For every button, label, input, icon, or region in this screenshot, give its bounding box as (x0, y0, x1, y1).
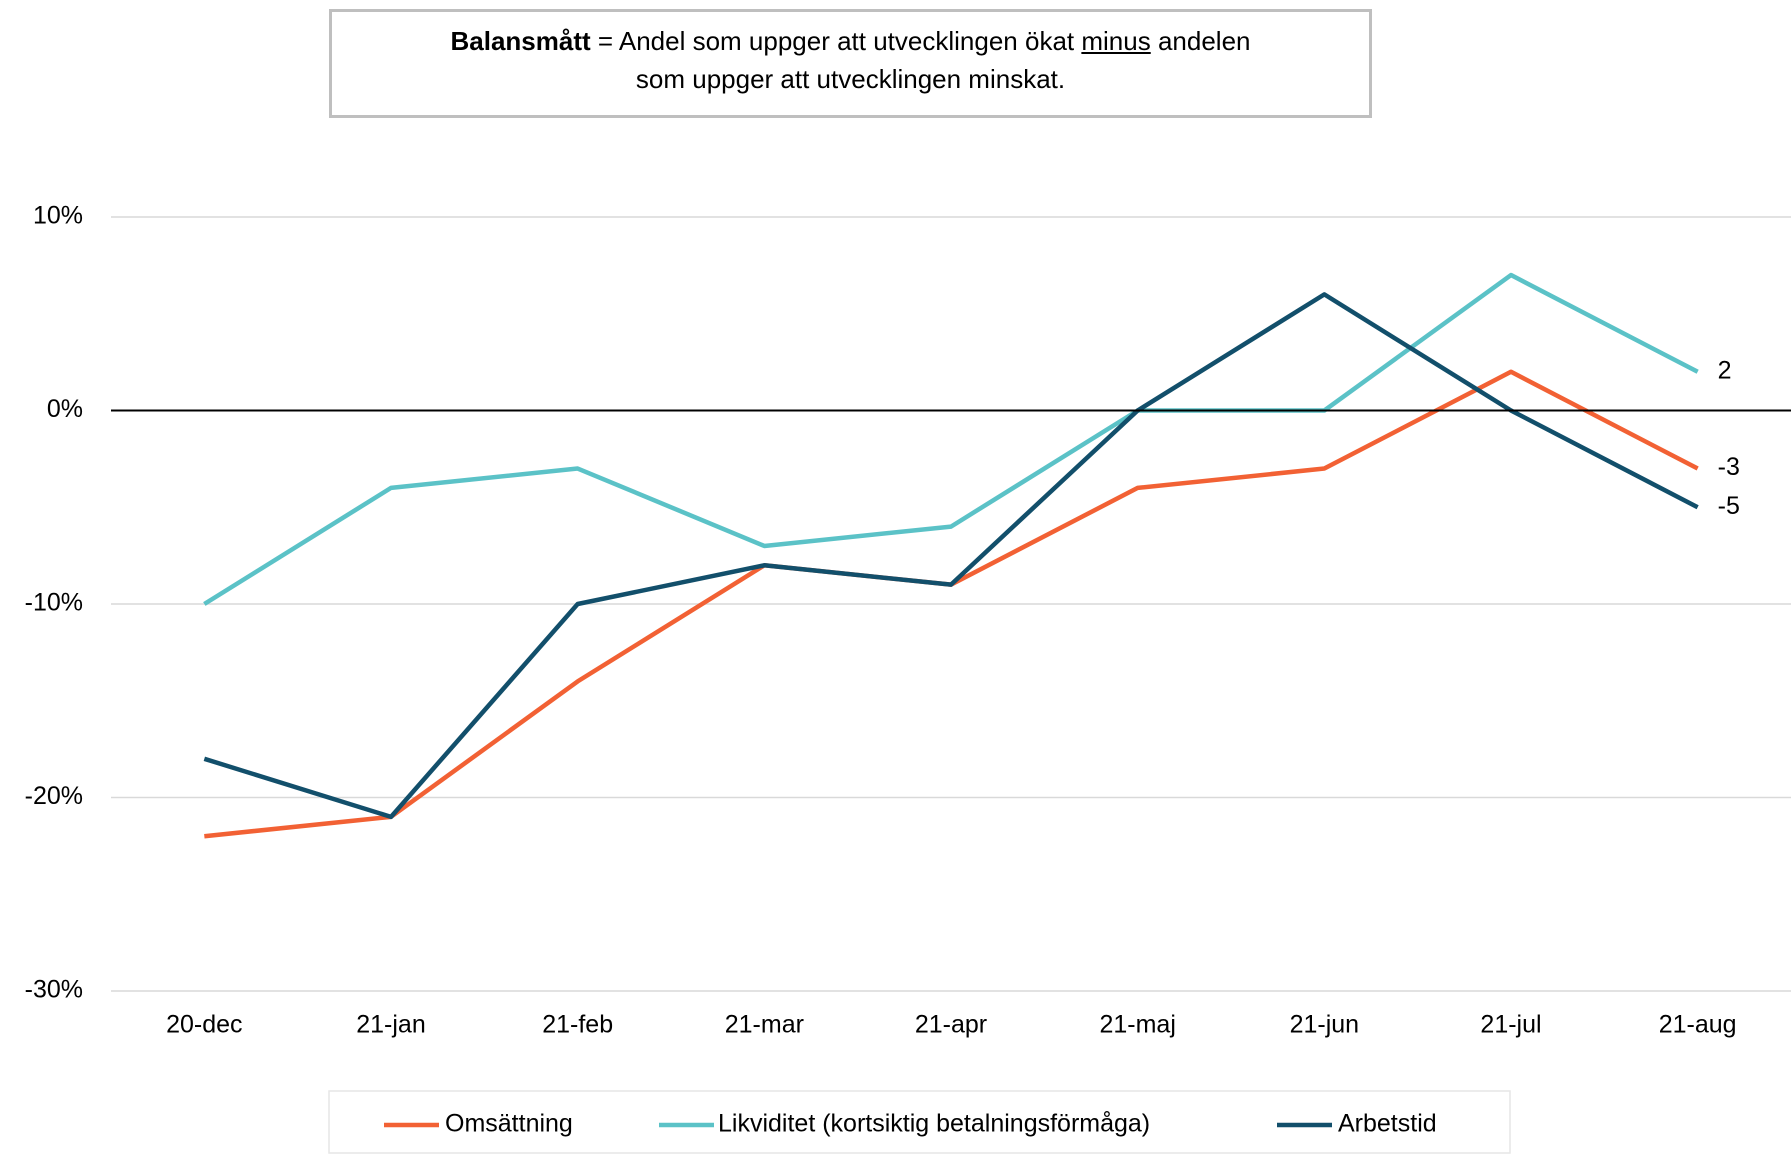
y-tick-label: 10% (33, 202, 83, 230)
annotation-text: = Andel som uppger att utvecklingen ökat (597, 26, 1075, 56)
annotation-text: andelen (1157, 26, 1251, 56)
x-tick-label: 21-jul (1480, 1011, 1541, 1039)
legend-label: Arbetstid (1338, 1110, 1437, 1138)
x-tick-label: 21-jun (1290, 1011, 1360, 1039)
annotation-emphasis: minus (1081, 26, 1151, 56)
annotation-term: Balansmått (450, 26, 591, 56)
legend-label: Omsättning (445, 1110, 573, 1138)
y-tick-label: -30% (25, 976, 83, 1004)
series-line (203, 292, 1699, 820)
annotation-line: Balansmått = Andel som uppger att utveck… (332, 22, 1369, 60)
x-tick-label: 21-maj (1099, 1011, 1175, 1039)
data-label: -5 (1718, 492, 1740, 520)
data-label: 2 (1718, 356, 1732, 384)
legend-box (328, 1090, 1511, 1154)
annotation-box: Balansmått = Andel som uppger att utveck… (329, 9, 1372, 118)
x-tick-label: 21-apr (915, 1011, 987, 1039)
annotation-text: som uppger att utvecklingen minskat. (635, 64, 1066, 94)
y-tick-label: -10% (25, 589, 83, 617)
x-tick-label: 21-mar (725, 1011, 804, 1039)
x-tick-label: 21-aug (1659, 1011, 1737, 1039)
legend-label: Likviditet (kortsiktig betalningsförmåga… (718, 1110, 1150, 1138)
series-line (203, 272, 1699, 606)
y-tick-label: 0% (47, 395, 83, 423)
x-tick-label: 21-jan (356, 1011, 426, 1039)
data-label: -3 (1718, 453, 1740, 481)
y-tick-label: -20% (25, 782, 83, 810)
x-tick-label: 20-dec (166, 1011, 242, 1039)
x-tick-label: 21-feb (542, 1011, 613, 1039)
